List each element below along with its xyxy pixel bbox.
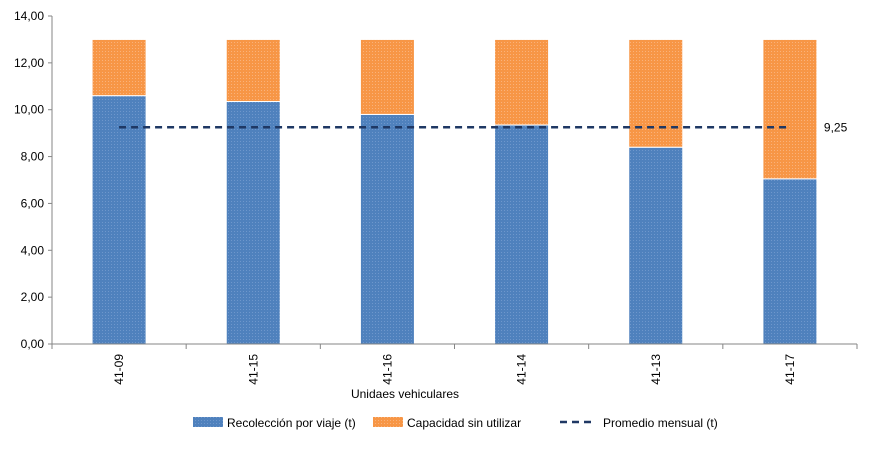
- x-tick-label: 41-14: [515, 354, 529, 385]
- y-tick-label: 0,00: [21, 337, 45, 351]
- bar-segment-capacidad: [91, 38, 147, 97]
- legend-label: Capacidad sin utilizar: [407, 416, 521, 430]
- average-label: 9,25: [824, 120, 848, 134]
- bar-segment-capacidad: [628, 38, 684, 148]
- bar-segment-recoleccion: [91, 95, 147, 345]
- legend-swatch: [373, 417, 403, 427]
- y-tick-label: 14,00: [14, 9, 44, 23]
- y-tick-label: 2,00: [21, 290, 45, 304]
- y-tick-label: 12,00: [14, 56, 44, 70]
- x-tick-label: 41-09: [112, 354, 126, 385]
- legend-label: Recolección por viaje (t): [227, 416, 356, 430]
- bar-series: [91, 38, 818, 345]
- x-tick-label: 41-13: [649, 354, 663, 385]
- axes: [51, 16, 858, 349]
- y-tick-label: 4,00: [21, 243, 45, 257]
- x-axis-tick-labels: 41-09 41-15 41-16 41-14 41-13 41-17: [112, 354, 797, 385]
- legend-label: Promedio mensual (t): [603, 416, 718, 430]
- bar-segment-capacidad: [762, 38, 818, 180]
- y-tick-label: 6,00: [21, 196, 45, 210]
- bar-segment-capacidad: [494, 38, 550, 126]
- x-tick-label: 41-15: [246, 354, 260, 385]
- bar-segment-recoleccion: [225, 101, 281, 345]
- bar-segment-capacidad: [359, 38, 415, 115]
- reference-line: 9,25: [119, 120, 848, 134]
- x-axis-title: Unidaes vehiculares: [351, 387, 459, 401]
- y-tick-label: 8,00: [21, 150, 45, 164]
- bar-segment-recoleccion: [762, 178, 818, 345]
- x-tick-label: 41-17: [783, 354, 797, 385]
- x-tick-label: 41-16: [380, 354, 394, 385]
- bar-segment-recoleccion: [628, 146, 684, 345]
- bar-segment-capacidad: [225, 38, 281, 103]
- legend-swatch: [193, 417, 223, 427]
- y-tick-label: 10,00: [14, 103, 44, 117]
- bar-segment-recoleccion: [494, 124, 550, 345]
- y-axis-tick-labels: 0,00 2,00 4,00 6,00 8,00 10,00 12,00 14,00: [14, 9, 52, 351]
- legend: Recolección por viaje (t) Capacidad sin u…: [193, 416, 718, 430]
- bar-segment-recoleccion: [359, 113, 415, 345]
